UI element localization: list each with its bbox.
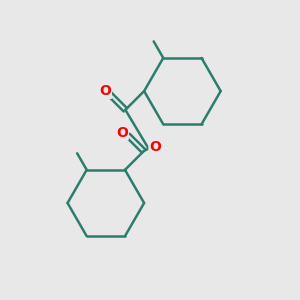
Text: O: O [149,140,161,154]
Text: O: O [116,126,128,140]
Text: O: O [99,84,111,98]
